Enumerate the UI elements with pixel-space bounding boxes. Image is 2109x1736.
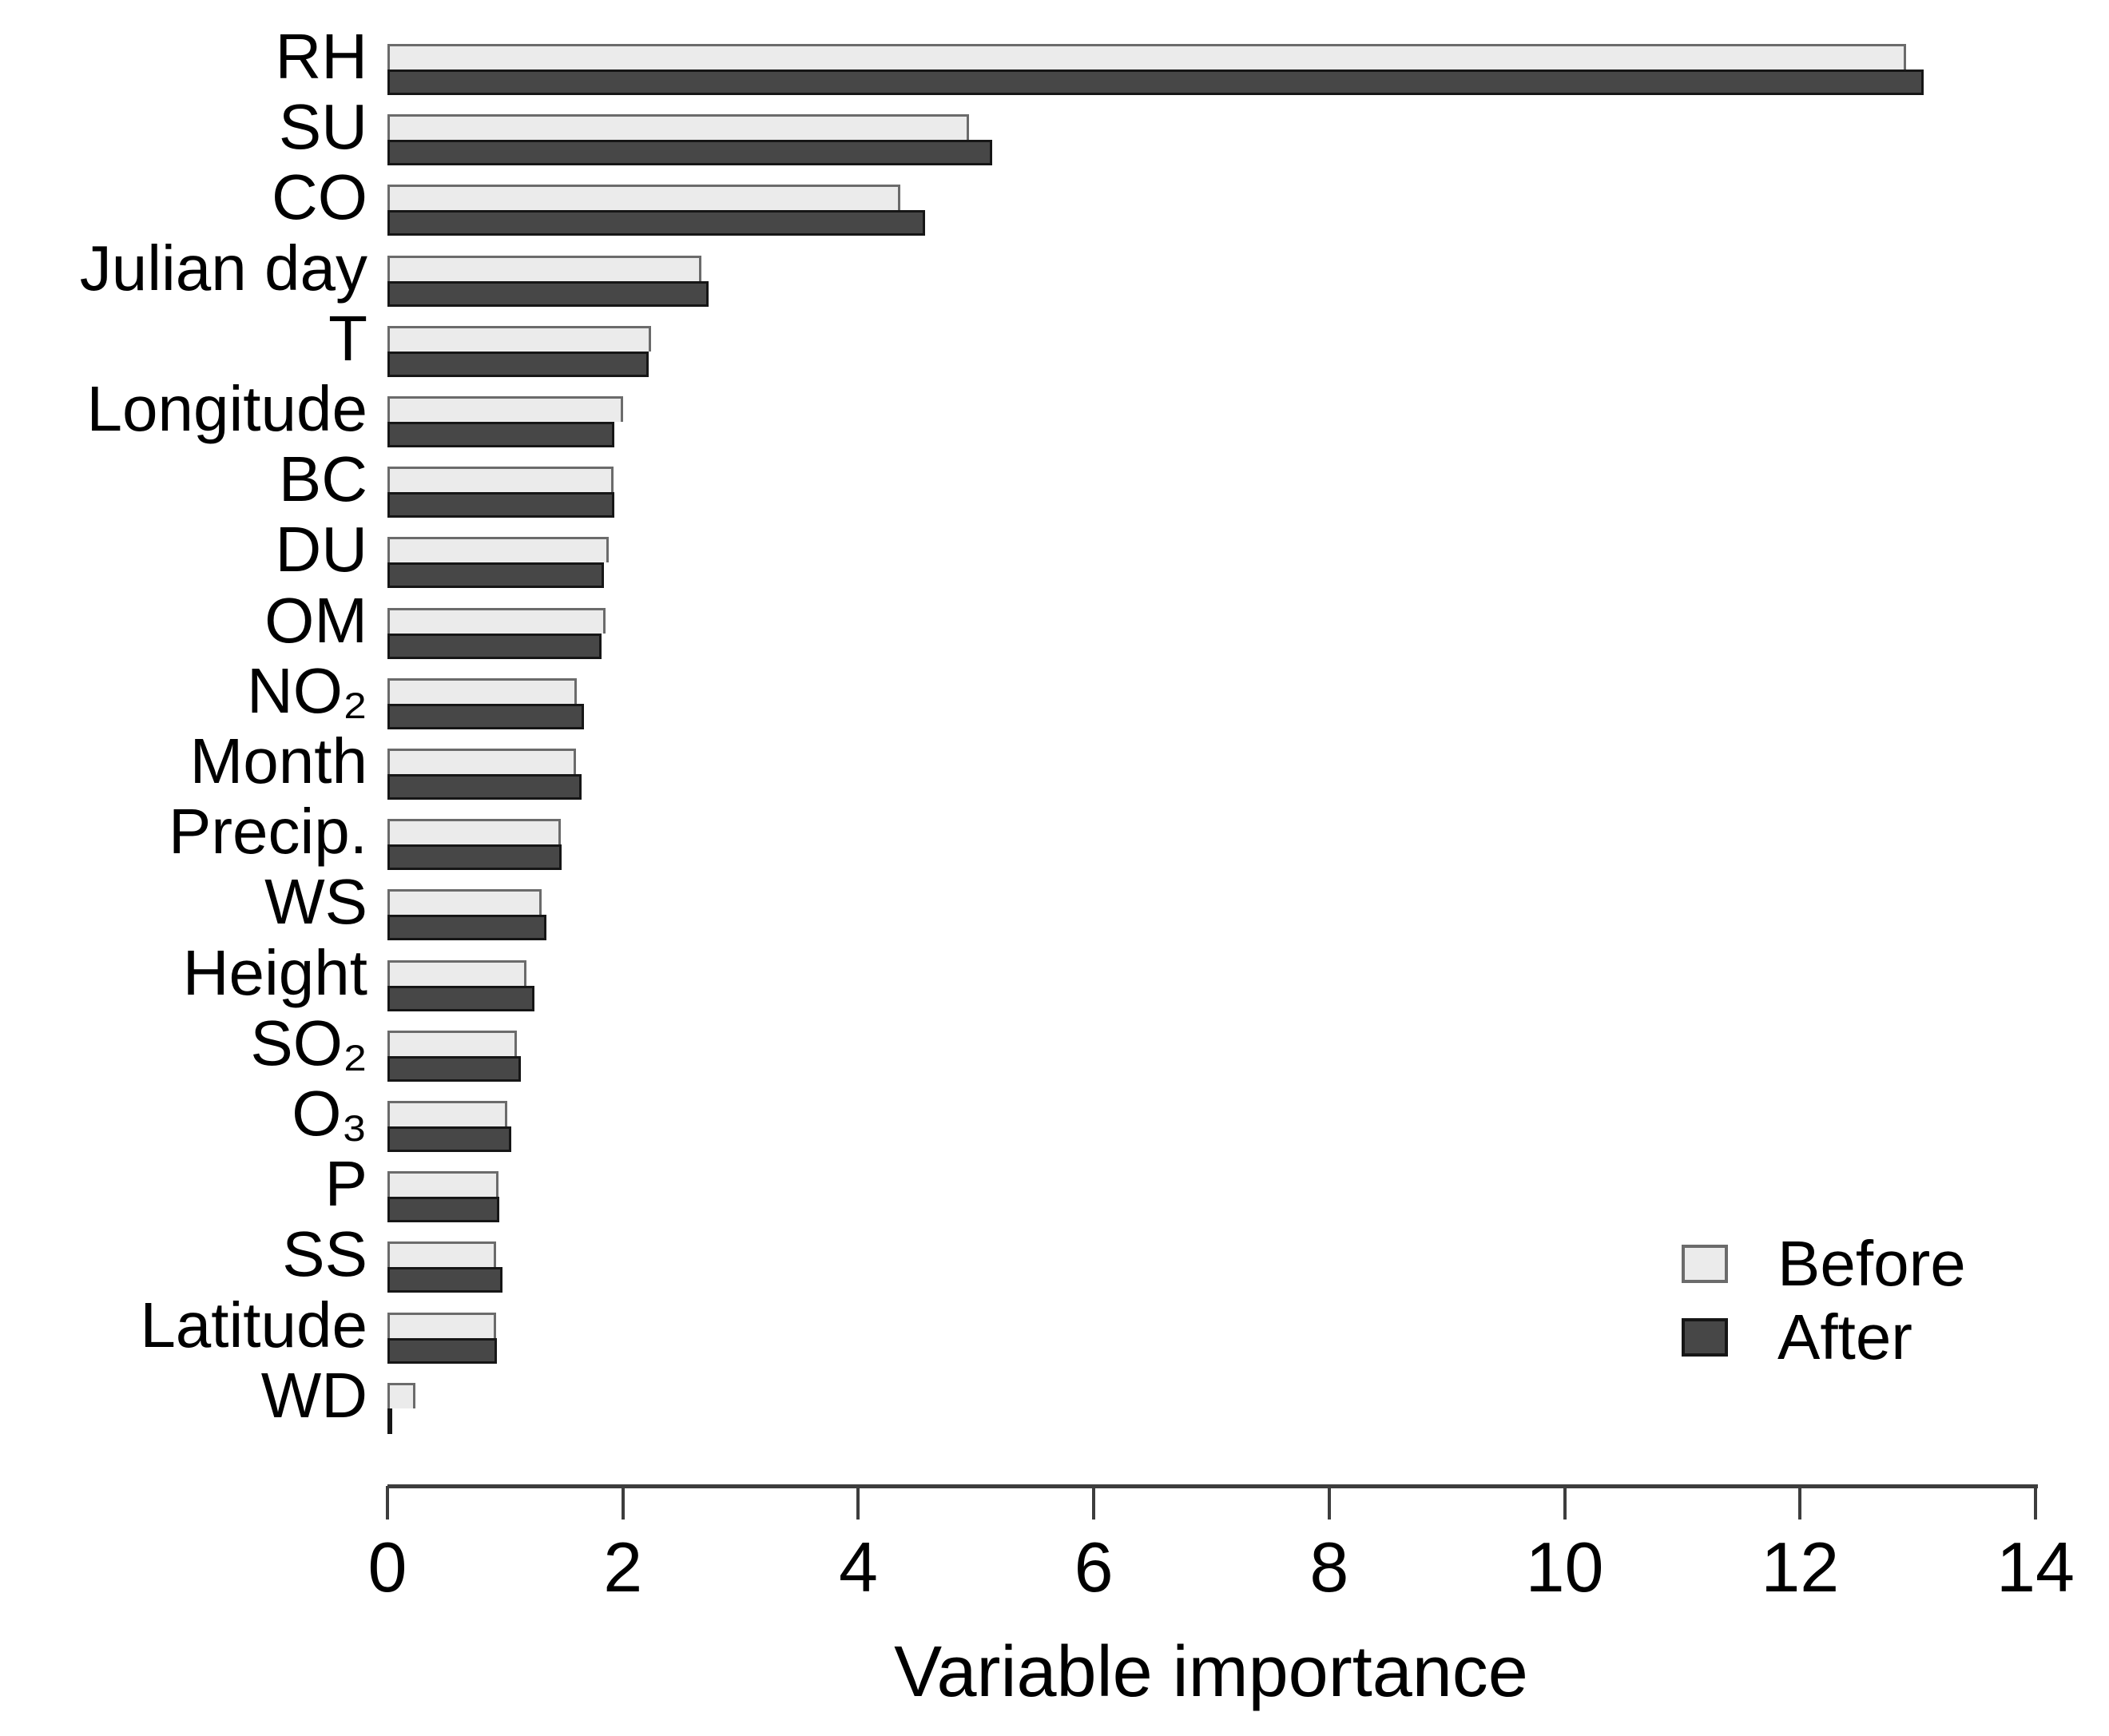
legend-swatch-after	[1682, 1318, 1728, 1357]
bar-after-height	[387, 985, 535, 1011]
bar-after-om	[387, 633, 602, 659]
category-label-su: SU	[278, 91, 367, 163]
bar-after-ss	[387, 1267, 503, 1293]
bar-after-rh	[387, 70, 1924, 95]
category-label-ss: SS	[282, 1218, 367, 1290]
bar-after-precip	[387, 844, 562, 871]
x-tick-label-2: 2	[603, 1527, 643, 1607]
bar-before-du	[387, 537, 610, 563]
category-label-co: CO	[272, 161, 367, 233]
x-axis-line	[387, 1484, 2038, 1488]
category-label-month: Month	[189, 725, 367, 796]
bar-before-no	[387, 677, 578, 704]
x-tick-label-8: 8	[1309, 1527, 1349, 1607]
bar-after-t	[387, 351, 649, 377]
bar-after-latitude	[387, 1337, 498, 1364]
category-label-p: P	[324, 1148, 367, 1220]
bar-after-co	[387, 210, 926, 236]
legend-swatch-before	[1682, 1245, 1728, 1283]
bar-before-so	[387, 1030, 518, 1056]
bar-after-wd	[387, 1408, 392, 1434]
bar-before-precip	[387, 819, 561, 845]
category-label-julian-day: Julian day	[79, 232, 367, 304]
bar-after-month	[387, 774, 582, 800]
x-tick-label-12: 12	[1761, 1527, 1840, 1607]
bar-before-height	[387, 959, 526, 986]
legend: Before After	[1682, 1232, 1966, 1392]
x-tick-6	[1092, 1486, 1096, 1519]
category-label-o: O₃	[292, 1078, 367, 1149]
category-label-latitude: Latitude	[140, 1289, 367, 1361]
bar-before-ws	[387, 889, 542, 916]
x-tick-label-4: 4	[838, 1527, 878, 1607]
x-tick-10	[1563, 1486, 1567, 1519]
bar-before-om	[387, 607, 606, 634]
bar-before-t	[387, 325, 652, 352]
legend-item-after: After	[1682, 1305, 1966, 1369]
category-label-t: T	[328, 302, 367, 374]
x-tick-label-14: 14	[1996, 1527, 2075, 1607]
bar-before-julian-day	[387, 255, 702, 281]
bar-before-longitude	[387, 396, 623, 422]
category-label-bc: BC	[278, 443, 367, 515]
bar-before-rh	[387, 44, 1906, 70]
category-label-wd: WD	[260, 1359, 367, 1431]
bar-before-su	[387, 114, 969, 141]
category-label-height: Height	[182, 936, 367, 1008]
bar-after-p	[387, 1197, 499, 1223]
category-label-du: DU	[275, 514, 367, 586]
bar-after-so	[387, 1055, 521, 1082]
legend-label-after: After	[1777, 1301, 1912, 1373]
x-tick-12	[1798, 1486, 1802, 1519]
x-tick-14	[2034, 1486, 2037, 1519]
x-tick-4	[856, 1486, 860, 1519]
x-tick-label-10: 10	[1525, 1527, 1604, 1607]
category-label-precip: Precip.	[169, 796, 367, 868]
x-tick-label-6: 6	[1074, 1527, 1114, 1607]
bar-before-p	[387, 1171, 498, 1198]
x-axis-title: Variable importance	[894, 1632, 1528, 1712]
bar-after-du	[387, 562, 605, 589]
bar-before-ss	[387, 1241, 496, 1268]
category-label-ws: WS	[264, 866, 367, 938]
bar-after-su	[387, 140, 993, 166]
bar-before-month	[387, 749, 576, 774]
category-label-om: OM	[264, 584, 367, 656]
bar-before-wd	[387, 1382, 416, 1408]
bar-after-bc	[387, 492, 615, 518]
bar-before-latitude	[387, 1312, 496, 1338]
bar-before-bc	[387, 467, 614, 493]
legend-item-before: Before	[1682, 1232, 1966, 1296]
category-label-rh: RH	[275, 21, 367, 92]
x-tick-label-0: 0	[367, 1527, 407, 1607]
bar-after-no	[387, 703, 585, 729]
legend-label-before: Before	[1777, 1228, 1966, 1299]
bar-after-ws	[387, 915, 546, 941]
bar-before-o	[387, 1101, 508, 1126]
bar-after-longitude	[387, 422, 615, 447]
bar-before-co	[387, 185, 901, 211]
category-label-no: NO₂	[246, 654, 367, 726]
category-label-so: SO₂	[250, 1007, 367, 1079]
x-tick-0	[386, 1486, 389, 1519]
bar-after-julian-day	[387, 280, 709, 307]
category-label-longitude: Longitude	[86, 373, 367, 444]
x-tick-2	[621, 1486, 625, 1519]
x-tick-8	[1327, 1486, 1331, 1519]
bar-after-o	[387, 1126, 511, 1152]
